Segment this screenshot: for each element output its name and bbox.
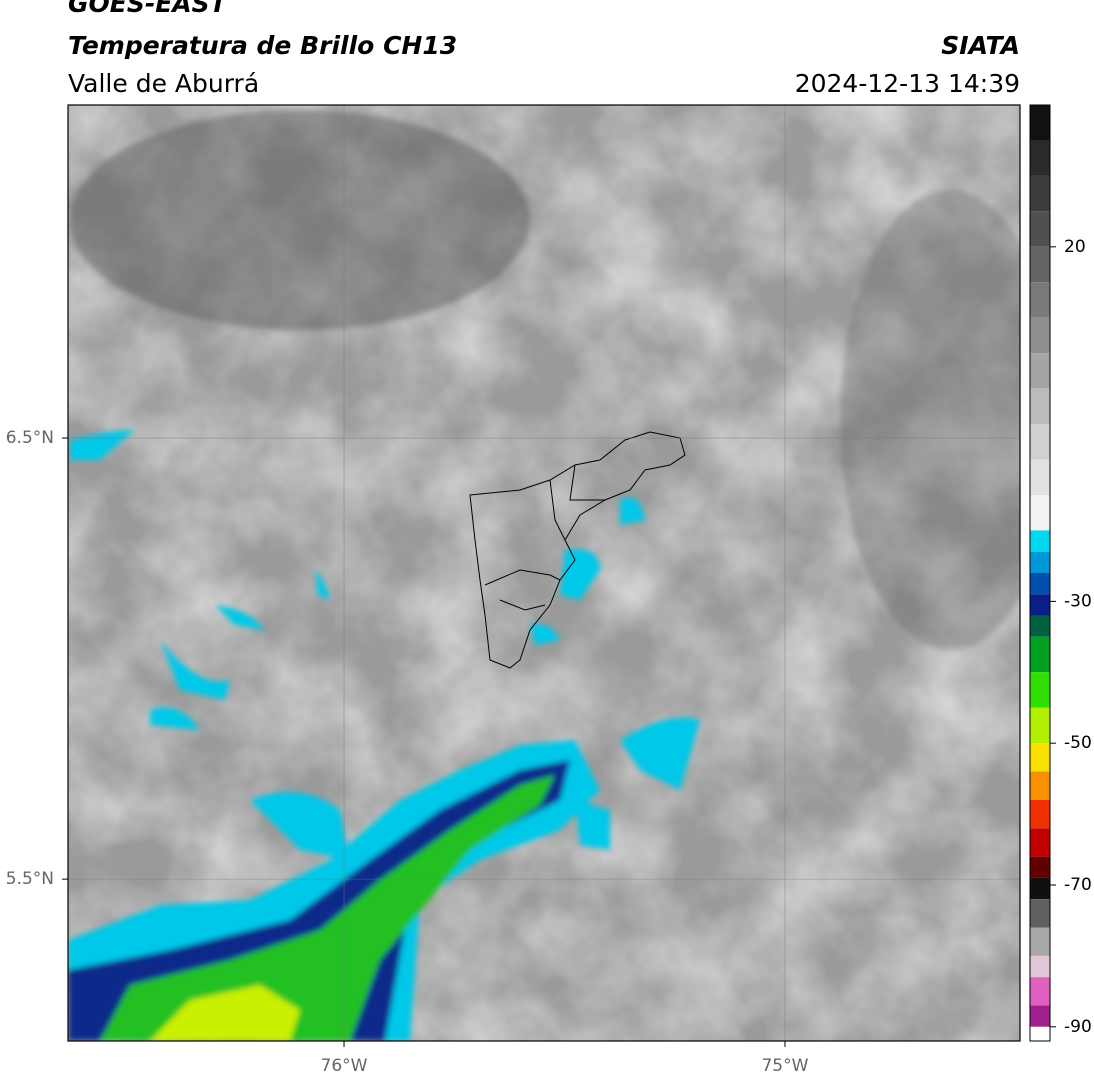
colorbar-band (1030, 672, 1050, 708)
colorbar-band (1030, 615, 1050, 637)
colorbar-tick-label: -50 (1064, 733, 1092, 753)
colorbar-band (1030, 105, 1050, 141)
colorbar-frame (1029, 104, 1051, 1042)
satellite-image (68, 105, 1020, 1041)
colorbar-band (1030, 530, 1050, 552)
title: GOES-EAST (68, 0, 229, 18)
x-tick-label: 75°W (761, 1056, 808, 1076)
colorbar-band (1030, 282, 1050, 318)
colorbar-band (1030, 246, 1050, 283)
grid: 76°W 75°W 6.5°N 5.5°N (6, 105, 1020, 1076)
colorbar-band (1030, 1026, 1050, 1041)
colorbar-band (1030, 899, 1050, 928)
colorbar-band (1030, 353, 1050, 389)
colorbar-band (1030, 977, 1050, 1006)
colorbar-band (1030, 743, 1050, 772)
colorbar-tick-label: -90 (1064, 1017, 1092, 1037)
colorbar-tick-label: -70 (1064, 875, 1092, 895)
colorbar-tick-label: 20 (1064, 237, 1086, 257)
colorbar-band (1030, 140, 1050, 176)
colorbar-band (1030, 594, 1050, 616)
colorbar-band (1030, 211, 1050, 247)
y-tick-label: 6.5°N (6, 428, 54, 448)
colorbar-band (1030, 175, 1050, 212)
colorbar-band (1030, 317, 1050, 354)
region: Valle de Aburrá (68, 69, 259, 98)
colorbar-band (1030, 828, 1050, 857)
colorbar-band (1030, 495, 1050, 531)
colorbar-band (1030, 424, 1050, 460)
colorbar-band (1030, 927, 1050, 956)
y-tick-label: 5.5°N (6, 869, 54, 889)
colorbar-band (1030, 388, 1050, 425)
map-frame (67, 104, 1021, 1042)
colorbar-band (1030, 1005, 1050, 1027)
colorbar-band (1030, 459, 1050, 495)
colorbar-band (1030, 799, 1050, 829)
colorbar-band (1030, 707, 1050, 744)
subtitle: Temperatura de Brillo CH13 (68, 31, 457, 60)
colorbar: 20 -30 -50 -70 -90 (1030, 105, 1092, 1041)
timestamp: 2024-12-13 14:39 (795, 69, 1020, 98)
colorbar-band (1030, 877, 1050, 900)
x-tick-label: 76°W (321, 1056, 368, 1076)
colorbar-band (1030, 856, 1050, 878)
colorbar-band (1030, 573, 1050, 595)
colorbar-tick-label: -30 (1064, 591, 1092, 611)
source: SIATA (941, 31, 1020, 60)
colorbar-band (1030, 771, 1050, 800)
colorbar-band (1030, 636, 1050, 673)
colorbar-band (1030, 551, 1050, 573)
colorbar-band (1030, 955, 1050, 978)
